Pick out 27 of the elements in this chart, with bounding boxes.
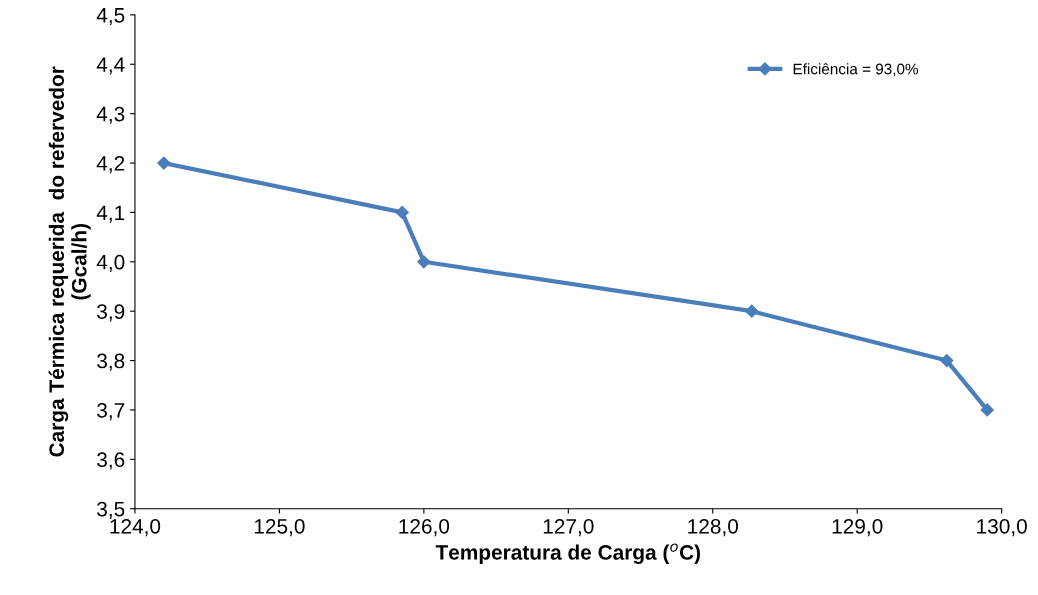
x-tick-label: 126,0 — [399, 519, 450, 537]
point — [745, 304, 759, 318]
point — [980, 403, 994, 417]
y-tick-label: 4,4 — [96, 57, 125, 75]
point — [395, 205, 409, 220]
x-tick-label: 130,0 — [977, 519, 1027, 537]
x-axis-title: Temperatura de Carga ($^{o}$C) — [435, 543, 700, 564]
y-tick-label: 4,5 — [96, 8, 125, 26]
y-tick-label: 3,8 — [97, 353, 125, 371]
legend-label: Eficiência = 93,0% — [793, 63, 919, 77]
y-tick-label: 4,0 — [96, 254, 125, 273]
y-tick-label: 4,1 — [96, 205, 125, 223]
y-tick-label: 4,3 — [96, 106, 125, 124]
x-tick-label: 127,0 — [543, 519, 594, 537]
y-tick-label: 3,9 — [97, 304, 125, 322]
x-tick-label: 125,0 — [254, 519, 305, 537]
point — [940, 353, 954, 368]
point — [157, 156, 171, 170]
y-tick-label: 3,5 — [97, 501, 125, 519]
x-tick-label: 124,0 — [110, 519, 161, 537]
y-tick-label: 3,7 — [97, 402, 125, 421]
y-tick-label: 3,6 — [97, 452, 125, 470]
x-tick-label: 129,0 — [832, 519, 883, 537]
y-tick-label: 4,2 — [96, 156, 125, 174]
point — [417, 255, 431, 269]
y-axis-title: Carga Térmica requerida do refervedor (Gcal/h) — [48, 66, 91, 457]
x-tick-label: 128,0 — [688, 519, 739, 537]
